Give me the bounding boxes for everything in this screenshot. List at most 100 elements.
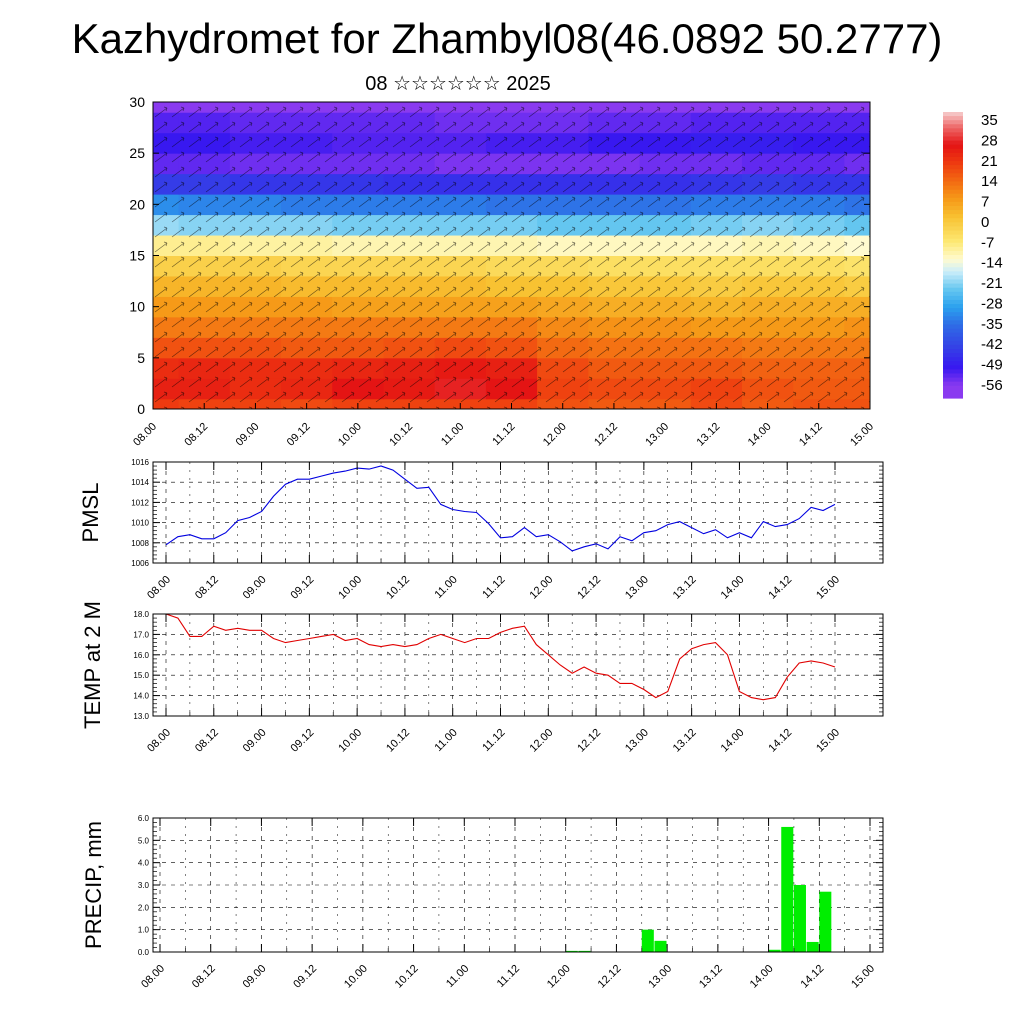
- colorbar-label: -56: [981, 377, 1003, 394]
- colorbar-swatch: [943, 218, 963, 223]
- colorbar-swatch: [943, 340, 963, 346]
- x-tick-label: 11.12: [495, 963, 522, 990]
- chart-title: Kazhydromet for Zhambyl08(46.0892 50.277…: [71, 15, 943, 62]
- x-tick-label: 13.00: [643, 421, 671, 449]
- precip-bar: [781, 826, 794, 952]
- y-tick-label: 16.0: [133, 651, 149, 660]
- x-tick-label: 10.00: [336, 574, 364, 602]
- precip-bar: [819, 891, 832, 952]
- x-tick-label: 12.12: [592, 421, 620, 449]
- x-tick-label: 10.00: [336, 421, 364, 449]
- colorbar-swatch: [943, 189, 963, 195]
- x-tick-label: 14.12: [766, 727, 794, 755]
- colorbar-swatch: [943, 279, 963, 285]
- colorbar-swatch: [943, 328, 963, 334]
- x-tick-label: 15.00: [849, 963, 877, 991]
- colorbar-swatch: [943, 255, 963, 260]
- y-axis-title: PRECIP, mm: [81, 821, 106, 949]
- y-tick-label: 2.0: [138, 903, 150, 912]
- x-tick-label: 14.00: [746, 421, 774, 449]
- colorbar-swatch: [943, 316, 963, 321]
- y-tick-label: 1006: [131, 559, 149, 568]
- colorbar-label: 14: [981, 173, 998, 190]
- colorbar-label: 0: [981, 214, 989, 231]
- x-tick-label: 11.12: [490, 421, 517, 448]
- colorbar-swatch: [943, 393, 963, 399]
- colorbar-swatch: [943, 161, 963, 166]
- colorbar-label: 21: [981, 153, 998, 170]
- x-tick-label: 14.12: [797, 421, 825, 449]
- y-tick-label: 1010: [131, 519, 149, 528]
- x-tick-label: 11.00: [444, 963, 471, 990]
- panel-frame: [152, 613, 884, 717]
- colorbar-swatch: [943, 283, 963, 289]
- x-tick-label: 09.12: [289, 727, 317, 755]
- colorbar-swatch: [943, 177, 963, 183]
- y-tick-label: 10: [129, 299, 145, 315]
- precip-bar: [793, 885, 806, 952]
- colorbar-swatch: [943, 112, 963, 117]
- colorbar-swatch: [943, 124, 963, 129]
- colorbar-swatch: [943, 165, 963, 170]
- x-tick-label: 09.00: [241, 574, 269, 602]
- x-tick-label: 13.12: [671, 727, 699, 755]
- wind-barbs: [153, 102, 870, 409]
- colorbar: 35 28 21 14 7 0 -7 -14 -21 -28 -35 -42 -49 -56: [943, 112, 1003, 399]
- colorbar-swatch: [943, 271, 963, 277]
- colorbar-swatch: [943, 377, 963, 383]
- colorbar-label: 7: [981, 194, 989, 211]
- colorbar-swatch: [943, 230, 963, 236]
- precip-bar: [654, 940, 667, 952]
- x-tick-label: 10.12: [387, 421, 415, 449]
- x-tick-label: 13.00: [646, 963, 674, 991]
- x-tick-label: 08.12: [182, 421, 210, 449]
- panel-frame: [152, 461, 884, 564]
- y-tick-label: 17.0: [133, 630, 149, 639]
- x-tick-label: 14.00: [748, 963, 776, 991]
- colorbar-swatch: [943, 238, 963, 244]
- x-tick-label: 10.12: [384, 727, 412, 755]
- colorbar-swatch: [943, 361, 963, 366]
- x-tick-label: 15.00: [848, 421, 876, 449]
- colorbar-swatch: [943, 299, 963, 305]
- x-tick-label: 08.00: [131, 421, 159, 449]
- y-tick-label: 1014: [131, 478, 149, 487]
- vertical-section-panel: 0 5 10 15 20 25 30 08.00 08.12 09.00 09.12 10.00 10.…: [129, 94, 876, 449]
- y-tick-label: 14.0: [133, 692, 149, 701]
- colorbar-swatch: [943, 185, 963, 191]
- x-tick-label: 11.12: [480, 574, 507, 601]
- y-tick-label: 5.0: [138, 836, 150, 845]
- colorbar-swatch: [943, 234, 963, 240]
- y-tick-label: 20: [129, 196, 145, 212]
- data-line: [165, 465, 836, 552]
- x-tick-label: 10.12: [384, 574, 412, 602]
- x-tick-label: 14.12: [798, 963, 826, 991]
- colorbar-swatch: [943, 214, 963, 219]
- x-tick-label: 13.12: [697, 963, 725, 991]
- colorbar-swatch: [943, 193, 963, 199]
- colorbar-swatch: [943, 304, 963, 309]
- precip-bar: [806, 941, 819, 952]
- colorbar-swatch: [943, 128, 963, 134]
- colorbar-swatch: [943, 156, 963, 162]
- x-tick-label: 09.12: [289, 574, 317, 602]
- y-tick-label: 15: [129, 248, 145, 264]
- x-tick-label: 10.12: [393, 963, 421, 991]
- colorbar-swatch: [943, 169, 963, 174]
- colorbar-swatch: [943, 116, 963, 121]
- colorbar-swatch: [943, 353, 963, 358]
- colorbar-swatch: [943, 201, 963, 207]
- colorbar-swatch: [943, 120, 963, 125]
- colorbar-label: 35: [981, 112, 998, 129]
- y-tick-label: 5: [137, 350, 145, 366]
- colorbar-label: -42: [981, 336, 1003, 353]
- colorbar-swatch: [943, 197, 963, 203]
- colorbar-swatch: [943, 365, 963, 370]
- x-tick-label: 12.00: [527, 574, 555, 602]
- colorbar-swatch: [943, 295, 963, 301]
- y-axis-title: TEMP at 2 M: [80, 601, 105, 729]
- colorbar-swatch: [943, 381, 963, 387]
- y-tick-label: 0.0: [138, 948, 150, 957]
- colorbar-swatch: [943, 140, 963, 146]
- x-tick-label: 09.00: [234, 421, 262, 449]
